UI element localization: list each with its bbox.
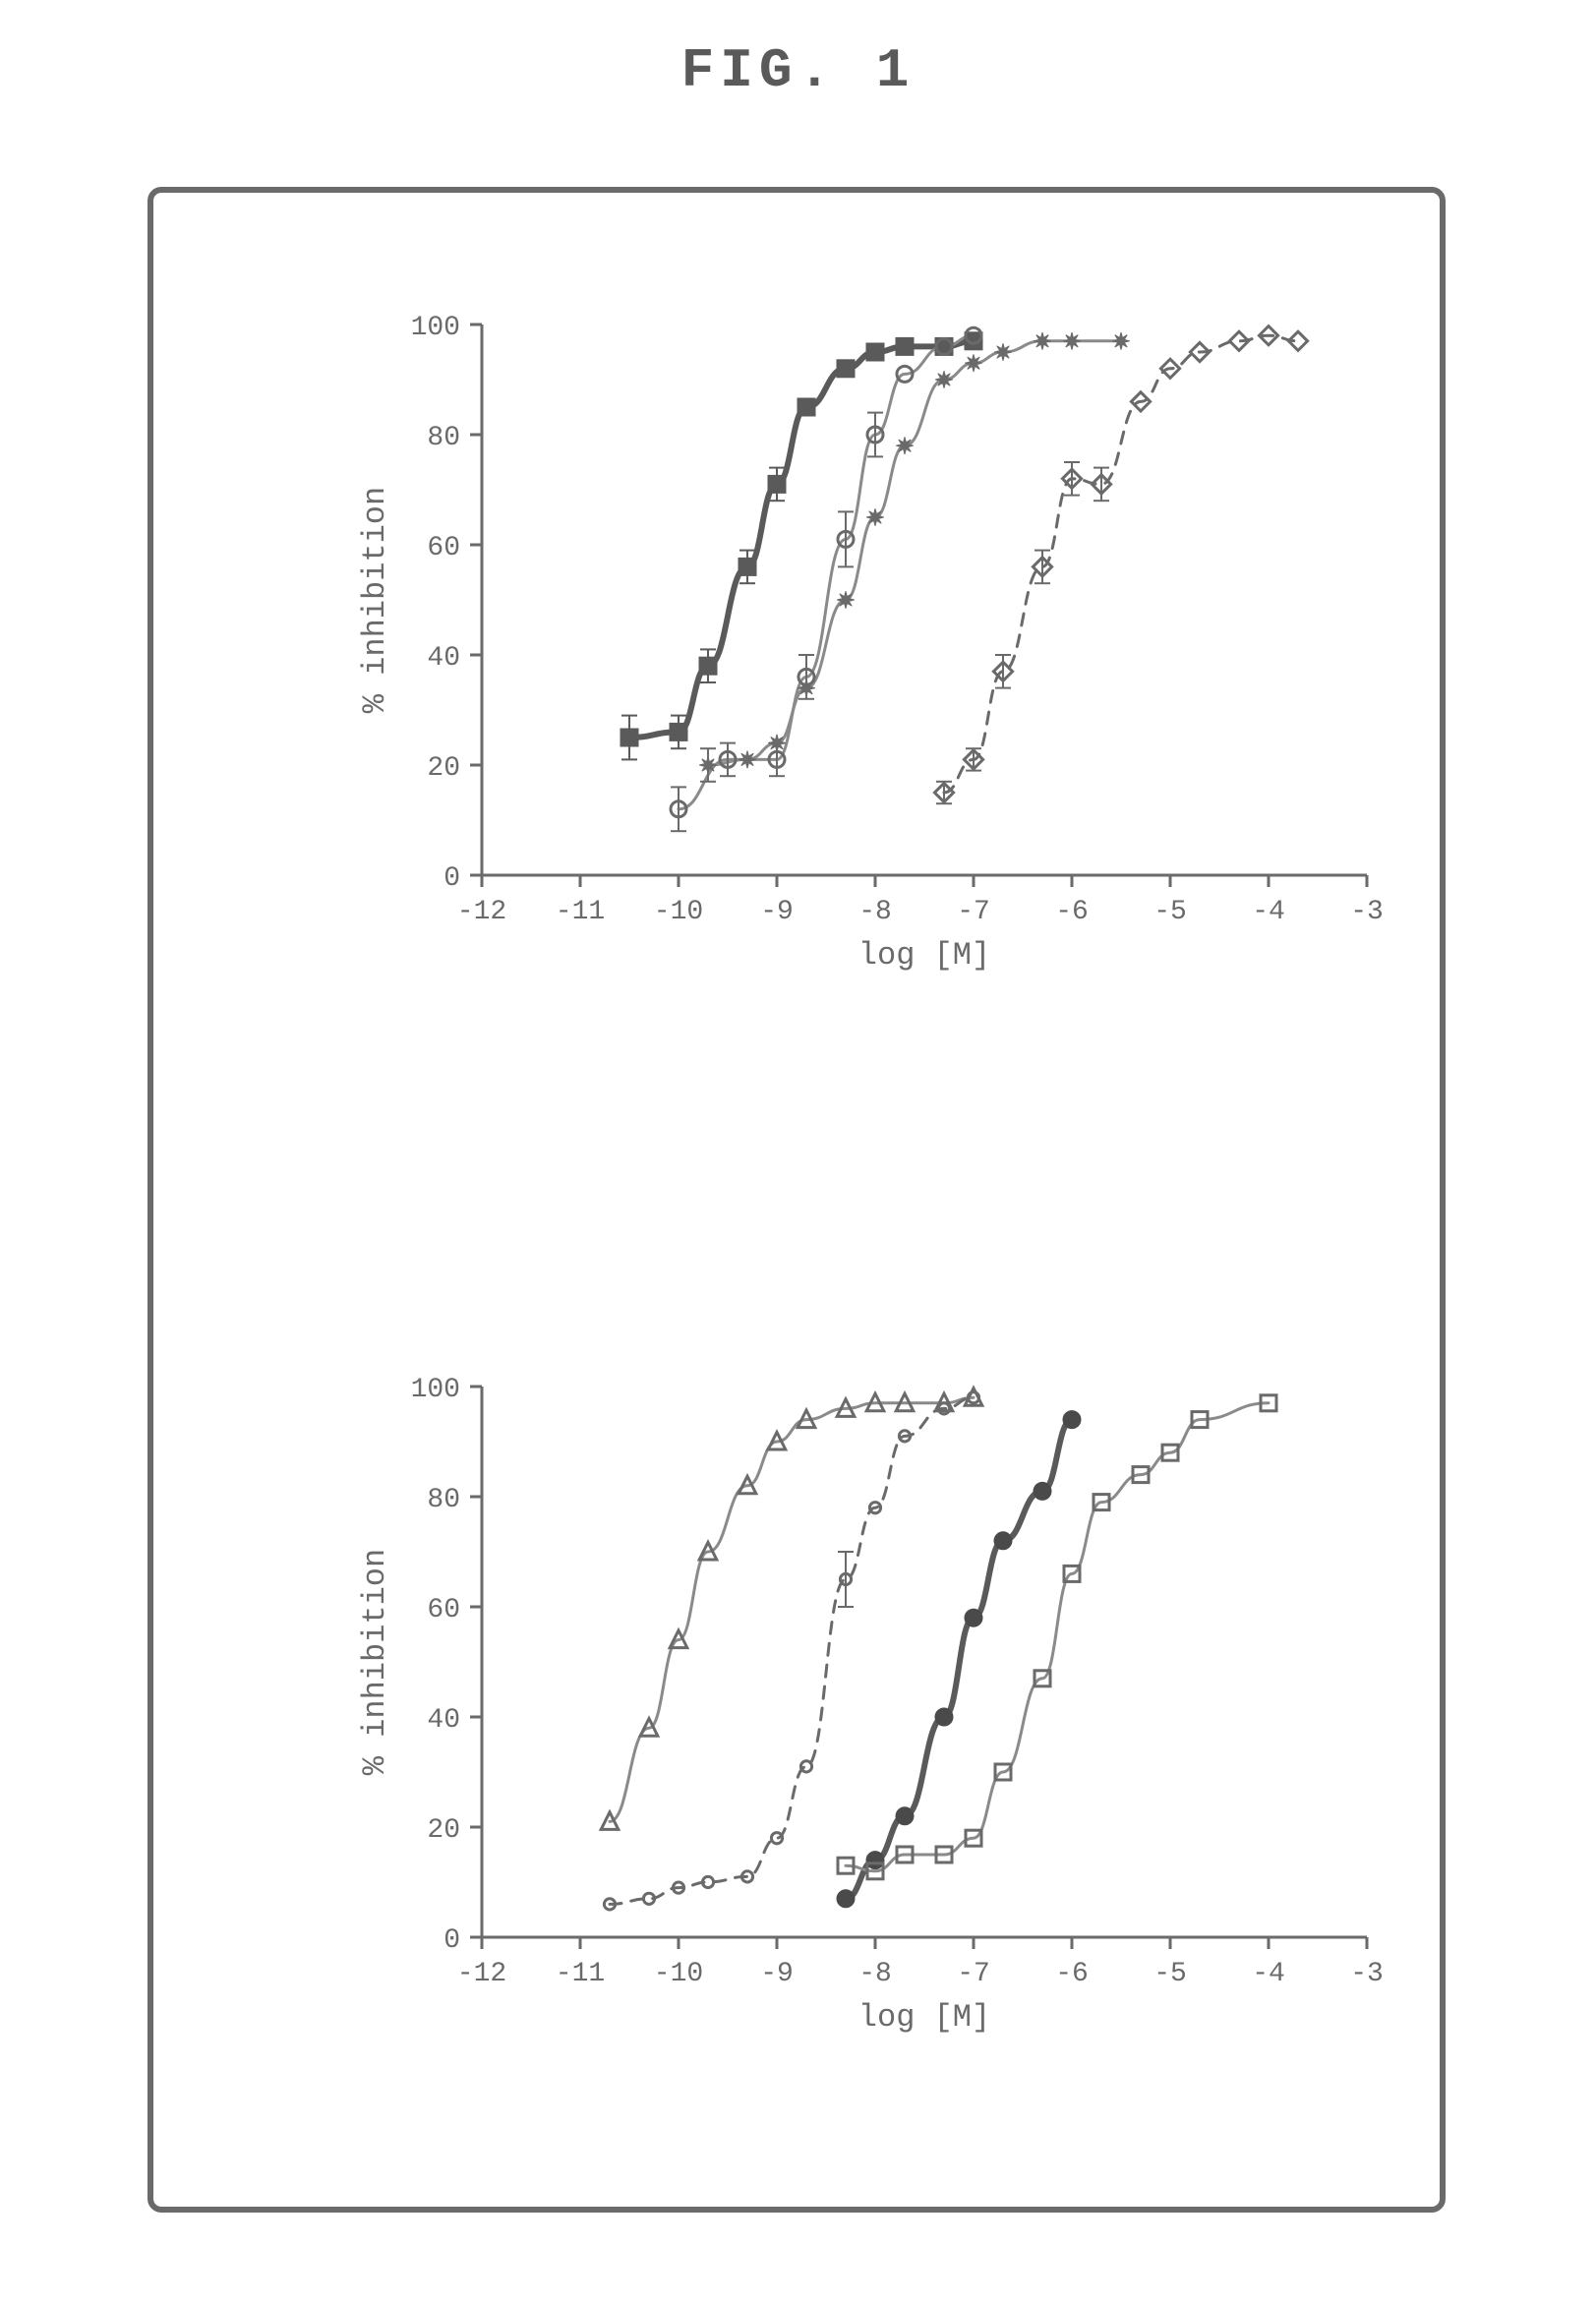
svg-text:-4: -4: [1252, 1959, 1285, 1989]
svg-text:-6: -6: [1055, 1959, 1089, 1989]
figure-title: FIG. 1: [0, 39, 1596, 102]
svg-text:0: 0: [443, 1925, 460, 1956]
dose-response-chart-top: 0 20 40 60 80 100 -12 -11 -10 -9 -8 -7 -6 -5 -4 -3 log […: [344, 295, 1406, 974]
svg-text:-5: -5: [1153, 897, 1187, 927]
svg-text:-11: -11: [556, 897, 605, 927]
svg-text:-5: -5: [1153, 1959, 1187, 1989]
svg-text:80: 80: [427, 423, 460, 453]
svg-text:0: 0: [443, 863, 460, 894]
svg-text:-10: -10: [654, 897, 703, 927]
svg-text:-7: -7: [957, 1959, 990, 1989]
svg-text:log [M]: log [M]: [858, 937, 990, 974]
svg-text:20: 20: [427, 753, 460, 784]
svg-text:-3: -3: [1350, 1959, 1384, 1989]
svg-text:% inhibition: % inhibition: [357, 1549, 393, 1775]
svg-text:-7: -7: [957, 897, 990, 927]
svg-text:80: 80: [427, 1485, 460, 1515]
svg-text:-6: -6: [1055, 897, 1089, 927]
svg-text:-8: -8: [858, 897, 892, 927]
svg-text:-11: -11: [556, 1959, 605, 1989]
svg-text:-10: -10: [654, 1959, 703, 1989]
svg-text:20: 20: [427, 1815, 460, 1846]
svg-text:-12: -12: [457, 897, 506, 927]
svg-text:-9: -9: [760, 897, 794, 927]
page: FIG. 1 0 20 40 60 80 100 -12 -11 -10 -9 -8 -7 -6 -5 -4…: [0, 0, 1596, 2305]
svg-text:-8: -8: [858, 1959, 892, 1989]
svg-text:-9: -9: [760, 1959, 794, 1989]
svg-text:-12: -12: [457, 1959, 506, 1989]
svg-text:100: 100: [411, 1375, 460, 1405]
svg-text:100: 100: [411, 313, 460, 343]
svg-text:40: 40: [427, 643, 460, 674]
svg-text:40: 40: [427, 1705, 460, 1736]
dose-response-chart-bottom: 0 20 40 60 80 100 -12 -11 -10 -9 -8 -7 -6 -5 -4 -3 log […: [344, 1357, 1406, 2036]
svg-text:60: 60: [427, 1595, 460, 1625]
svg-text:-4: -4: [1252, 897, 1285, 927]
svg-text:log [M]: log [M]: [858, 1999, 990, 2036]
svg-text:-3: -3: [1350, 897, 1384, 927]
svg-text:60: 60: [427, 533, 460, 563]
svg-text:% inhibition: % inhibition: [357, 487, 393, 713]
